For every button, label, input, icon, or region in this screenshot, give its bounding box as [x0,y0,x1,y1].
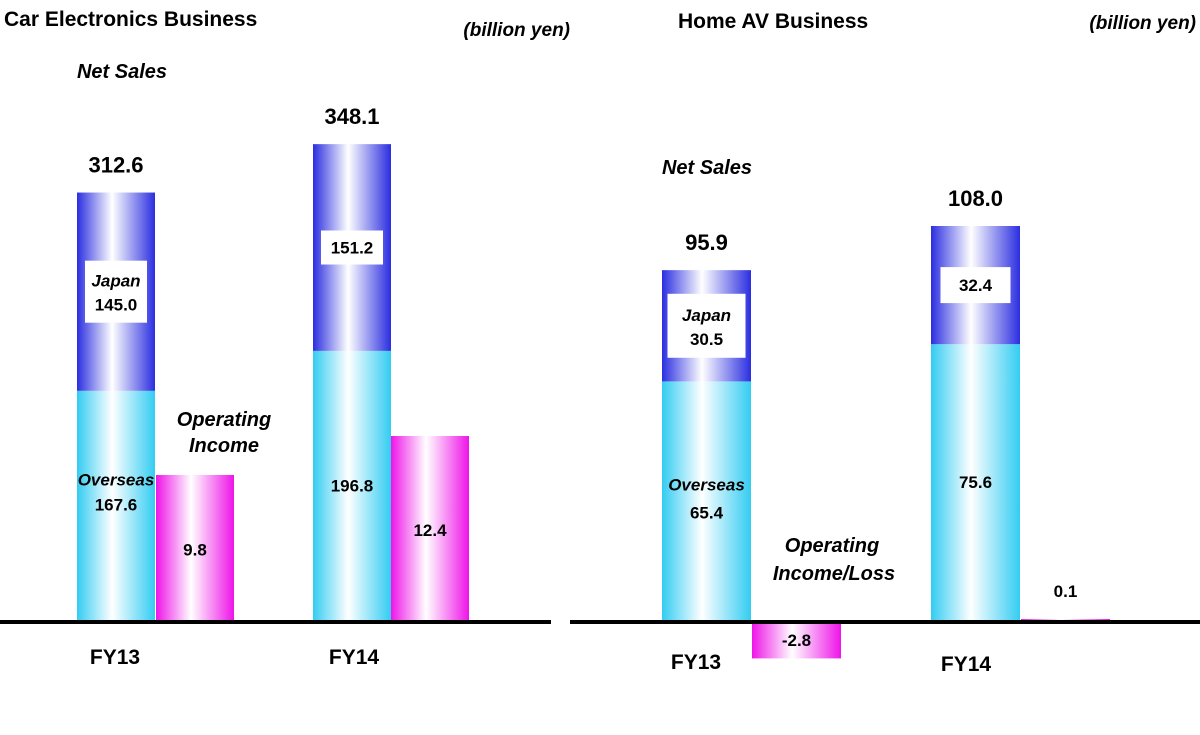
car-electronics-category-fy14: FY14 [329,646,380,669]
home-av-japan-value-fy13: 30.5 [690,330,723,349]
home-av-operating-value-fy14: 0.1 [1054,582,1078,601]
car-electronics-japan-label-box-fy14 [321,230,383,265]
car-electronics-title: Car Electronics Business [4,8,257,31]
home-av-overseas-bar-fy13 [662,381,751,620]
car-electronics-net-sales-label: Net Sales [77,61,167,83]
car-electronics-overseas-label-fy13: Overseas [78,470,155,489]
car-electronics-japan-value-fy14: 151.2 [331,239,374,258]
home-av-net-sales-total-fy14: 108.0 [948,186,1003,211]
home-av-operating-label-line1: Operating [785,535,879,557]
car-electronics-operating-bar-fy14 [391,436,469,622]
car-electronics-japan-label-box-fy13 [85,260,147,323]
home-av-japan-label-box-fy14 [940,267,1011,304]
car-electronics-overseas-bar-fy14 [313,350,391,620]
car-electronics-net-sales-total-fy14: 348.1 [324,104,379,129]
car-electronics-panel: Car Electronics Business (billion yen) J… [0,8,570,669]
car-electronics-unit: (billion yen) [463,20,570,41]
car-electronics-operating-label-line1: Operating [177,409,271,431]
car-electronics-overseas-bar-fy13 [77,390,155,620]
home-av-overseas-label-fy13: Overseas [668,476,745,495]
car-electronics-operating-value-fy14: 12.4 [413,521,447,540]
car-electronics-operating-bar-fy13 [156,475,234,622]
home-av-japan-label-box-fy13 [667,293,746,358]
car-electronics-category-fy13: FY13 [90,646,140,669]
home-av-operating-label-line2: Income/Loss [773,563,895,585]
car-electronics-overseas-value-fy14: 196.8 [331,476,374,495]
car-electronics-japan-value-fy13: 145.0 [95,296,138,315]
home-av-overseas-bar-fy14 [931,344,1020,620]
home-av-panel: Home AV Business (billion yen) Japan 30.5… [570,10,1200,676]
home-av-unit: (billion yen) [1089,13,1196,34]
car-electronics-overseas-value-fy13: 167.6 [95,495,138,514]
home-av-category-fy13: FY13 [671,651,721,674]
home-av-operating-bar-fy13 [752,622,841,659]
home-av-japan-value-fy14: 32.4 [959,276,993,295]
home-av-operating-value-fy13: -2.8 [782,631,811,650]
car-electronics-operating-label-line2: Income [189,435,259,457]
car-electronics-japan-label-fy13: Japan [91,272,140,291]
home-av-overseas-value-fy13: 65.4 [690,504,724,523]
home-av-bars: Japan 30.5 Overseas 65.4 95.9 -2.8 FY13 32.4 75.… [662,186,1110,676]
home-av-overseas-value-fy14: 75.6 [959,473,992,492]
home-av-category-fy14: FY14 [941,653,992,676]
car-electronics-bars: Japan 145.0 Overseas 167.6 312.6 9.8 FY13 151.2… [77,104,469,669]
car-electronics-net-sales-total-fy13: 312.6 [88,153,143,178]
home-av-title: Home AV Business [678,10,868,33]
home-av-japan-label-fy13: Japan [682,306,731,325]
home-av-net-sales-total-fy13: 95.9 [685,230,728,255]
car-electronics-operating-value-fy13: 9.8 [183,541,207,560]
home-av-net-sales-label: Net Sales [662,157,752,179]
